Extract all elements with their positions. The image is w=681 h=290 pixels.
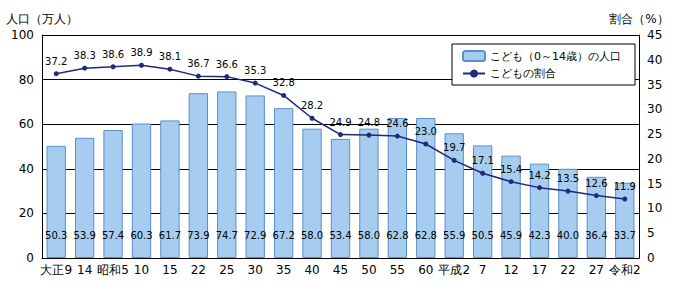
svg-text:22: 22	[191, 263, 206, 277]
svg-text:40: 40	[647, 53, 662, 67]
svg-text:0: 0	[647, 251, 655, 265]
svg-text:62.8: 62.8	[415, 230, 437, 241]
svg-text:45: 45	[333, 263, 348, 277]
svg-text:100: 100	[11, 28, 34, 42]
svg-text:50.5: 50.5	[472, 230, 494, 241]
svg-text:72.9: 72.9	[244, 230, 266, 241]
svg-text:38.1: 38.1	[159, 51, 181, 62]
svg-text:17: 17	[532, 263, 547, 277]
svg-text:53.4: 53.4	[329, 230, 351, 241]
svg-text:令和2: 令和2	[609, 263, 641, 277]
svg-text:38.3: 38.3	[74, 50, 96, 61]
svg-text:40.0: 40.0	[557, 230, 579, 241]
svg-text:14.2: 14.2	[528, 170, 550, 181]
svg-text:12: 12	[503, 263, 518, 277]
svg-text:19.7: 19.7	[443, 142, 465, 153]
svg-text:35: 35	[647, 78, 662, 92]
svg-text:22: 22	[560, 263, 575, 277]
svg-text:36.7: 36.7	[187, 58, 209, 69]
svg-text:24.6: 24.6	[386, 118, 408, 129]
svg-text:62.8: 62.8	[386, 230, 408, 241]
svg-text:こどもの割合: こどもの割合	[490, 67, 556, 80]
svg-text:55.9: 55.9	[443, 230, 465, 241]
svg-text:40: 40	[304, 263, 319, 277]
svg-text:10: 10	[647, 201, 662, 215]
svg-text:5: 5	[647, 226, 655, 240]
svg-text:28.2: 28.2	[301, 100, 323, 111]
svg-text:80: 80	[19, 73, 34, 87]
svg-text:35: 35	[276, 263, 291, 277]
svg-text:45.9: 45.9	[500, 230, 522, 241]
svg-text:58.0: 58.0	[358, 230, 380, 241]
svg-text:37.2: 37.2	[45, 56, 67, 67]
svg-text:30: 30	[248, 263, 263, 277]
svg-text:50: 50	[361, 263, 376, 277]
svg-text:32.8: 32.8	[273, 77, 295, 88]
svg-text:60: 60	[19, 117, 34, 131]
svg-text:27: 27	[589, 263, 604, 277]
svg-text:14: 14	[77, 263, 92, 277]
svg-text:こども（0～14歳）の人口: こども（0～14歳）の人口	[490, 50, 621, 63]
svg-text:33.7: 33.7	[614, 230, 636, 241]
svg-text:7: 7	[479, 263, 487, 277]
svg-text:15: 15	[647, 177, 662, 191]
svg-text:74.7: 74.7	[216, 230, 238, 241]
svg-text:平成2: 平成2	[438, 263, 470, 277]
svg-text:60: 60	[418, 263, 433, 277]
svg-text:55: 55	[390, 263, 405, 277]
svg-text:50.3: 50.3	[45, 230, 67, 241]
svg-text:15.4: 15.4	[500, 164, 522, 175]
svg-text:24.8: 24.8	[358, 117, 380, 128]
svg-text:61.7: 61.7	[159, 230, 181, 241]
svg-text:67.2: 67.2	[273, 230, 295, 241]
svg-text:23.0: 23.0	[415, 126, 437, 137]
svg-text:15: 15	[162, 263, 177, 277]
svg-text:40: 40	[19, 162, 34, 176]
svg-text:人口（万人）: 人口（万人）	[6, 12, 78, 26]
svg-text:割合（%）: 割合（%）	[609, 12, 668, 26]
svg-text:45: 45	[647, 28, 662, 42]
svg-text:大正9: 大正9	[40, 263, 72, 277]
svg-text:35.3: 35.3	[244, 65, 266, 76]
svg-text:昭和5: 昭和5	[97, 263, 129, 277]
svg-text:42.3: 42.3	[528, 230, 550, 241]
svg-text:0: 0	[26, 251, 34, 265]
svg-text:38.9: 38.9	[130, 47, 152, 58]
svg-text:10: 10	[134, 263, 149, 277]
svg-text:17.1: 17.1	[472, 155, 494, 166]
svg-text:30: 30	[647, 102, 662, 116]
svg-text:60.3: 60.3	[130, 230, 152, 241]
svg-text:53.9: 53.9	[74, 230, 96, 241]
svg-text:58.0: 58.0	[301, 230, 323, 241]
svg-text:38.6: 38.6	[102, 49, 124, 60]
svg-text:36.4: 36.4	[585, 230, 607, 241]
svg-text:11.9: 11.9	[614, 181, 636, 192]
svg-text:20: 20	[647, 152, 662, 166]
svg-text:57.4: 57.4	[102, 230, 124, 241]
svg-text:36.6: 36.6	[216, 59, 238, 70]
svg-text:13.5: 13.5	[557, 173, 579, 184]
svg-text:20: 20	[19, 206, 34, 220]
svg-text:12.6: 12.6	[585, 178, 607, 189]
svg-text:73.9: 73.9	[187, 230, 209, 241]
svg-text:25: 25	[219, 263, 234, 277]
svg-text:25: 25	[647, 127, 662, 141]
svg-text:24.9: 24.9	[329, 117, 351, 128]
